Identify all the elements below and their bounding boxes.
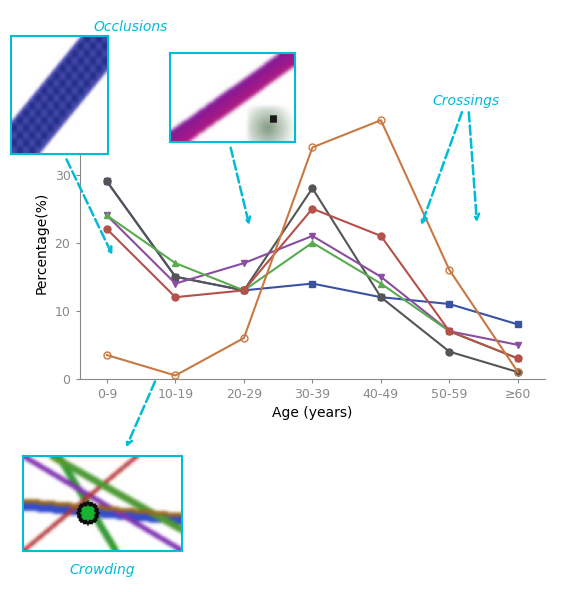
X-axis label: Age (years): Age (years) <box>272 407 353 420</box>
Y-axis label: Percentage(%): Percentage(%) <box>35 192 49 294</box>
Text: Crowding: Crowding <box>69 562 135 577</box>
Text: Occlusions: Occlusions <box>94 20 168 34</box>
Text: Crossings: Crossings <box>432 94 499 108</box>
